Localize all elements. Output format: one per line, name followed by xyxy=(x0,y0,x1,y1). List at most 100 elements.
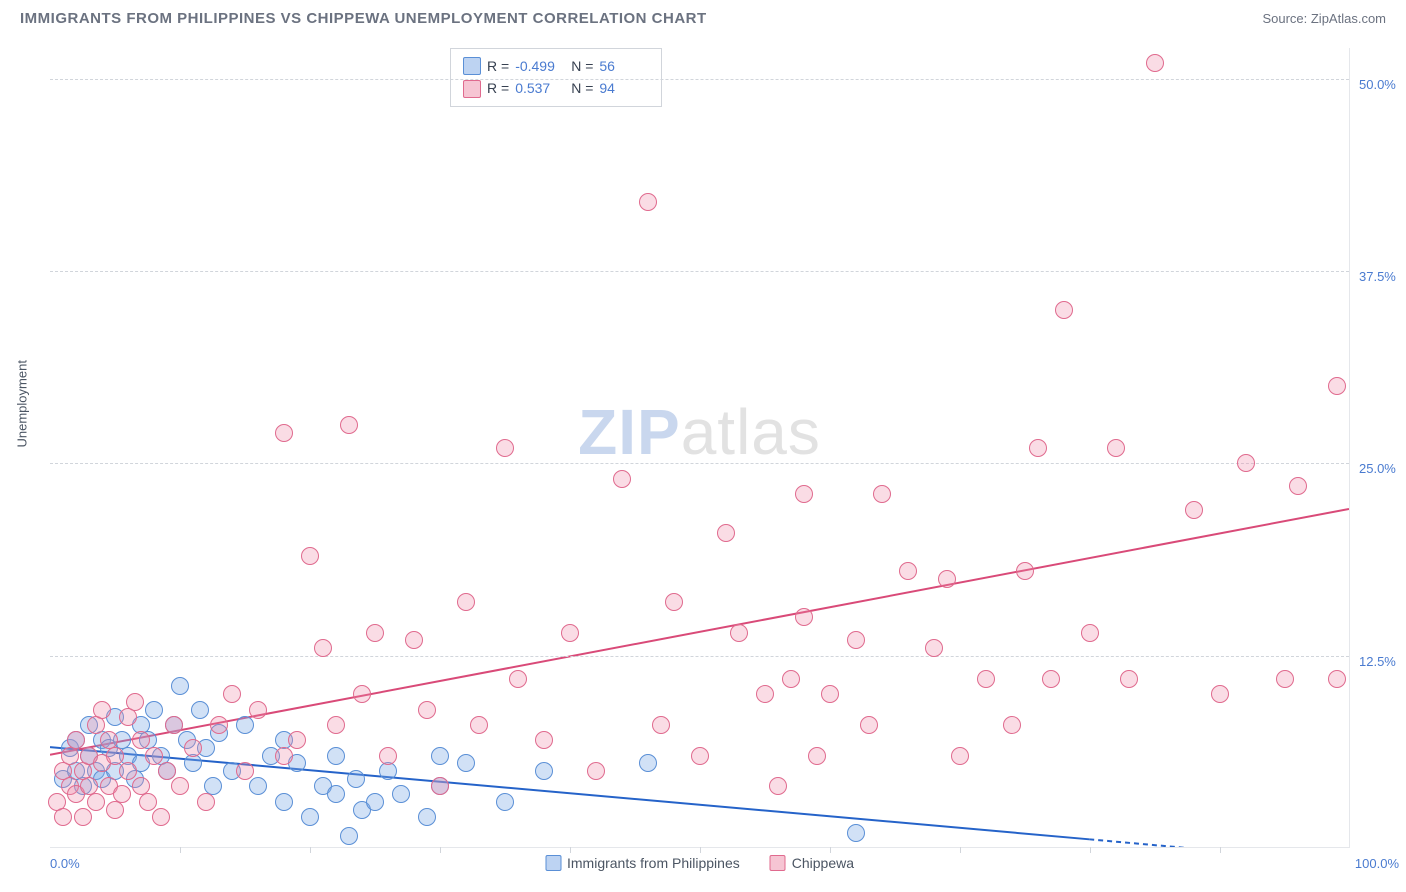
data-point xyxy=(795,608,813,626)
data-point xyxy=(496,793,514,811)
data-point xyxy=(977,670,995,688)
data-point xyxy=(938,570,956,588)
gridline xyxy=(50,271,1349,272)
data-point xyxy=(431,777,449,795)
x-tick-mark xyxy=(570,847,571,853)
gridline xyxy=(50,463,1349,464)
data-point xyxy=(301,808,319,826)
data-point xyxy=(379,762,397,780)
stats-box: R =-0.499N =56R = 0.537N =94 xyxy=(450,48,662,107)
data-point xyxy=(925,639,943,657)
data-point xyxy=(74,808,92,826)
legend-item: Immigrants from Philippines xyxy=(545,855,740,871)
n-label: N = xyxy=(571,77,593,99)
data-point xyxy=(1276,670,1294,688)
data-point xyxy=(847,631,865,649)
watermark-atlas: atlas xyxy=(681,396,821,468)
data-point xyxy=(197,793,215,811)
data-point xyxy=(652,716,670,734)
r-label: R = xyxy=(487,77,509,99)
data-point xyxy=(327,785,345,803)
data-point xyxy=(54,808,72,826)
data-point xyxy=(1003,716,1021,734)
chart-header: IMMIGRANTS FROM PHILIPPINES VS CHIPPEWA … xyxy=(0,0,1406,35)
data-point xyxy=(730,624,748,642)
data-point xyxy=(353,685,371,703)
data-point xyxy=(314,639,332,657)
legend: Immigrants from PhilippinesChippewa xyxy=(545,855,854,871)
data-point xyxy=(126,693,144,711)
data-point xyxy=(132,731,150,749)
x-tick-100: 100.0% xyxy=(1355,856,1399,871)
data-point xyxy=(145,747,163,765)
data-point xyxy=(613,470,631,488)
data-point xyxy=(67,731,85,749)
data-point xyxy=(639,193,657,211)
data-point xyxy=(165,716,183,734)
data-point xyxy=(93,701,111,719)
stats-row: R = 0.537N =94 xyxy=(463,77,649,99)
watermark: ZIPatlas xyxy=(578,395,821,469)
data-point xyxy=(535,731,553,749)
data-point xyxy=(275,424,293,442)
data-point xyxy=(152,808,170,826)
data-point xyxy=(249,701,267,719)
data-point xyxy=(275,793,293,811)
x-tick-0: 0.0% xyxy=(50,856,80,871)
data-point xyxy=(223,685,241,703)
data-point xyxy=(275,747,293,765)
x-tick-mark xyxy=(310,847,311,853)
data-point xyxy=(119,762,137,780)
data-point xyxy=(782,670,800,688)
data-point xyxy=(158,762,176,780)
data-point xyxy=(561,624,579,642)
data-point xyxy=(340,416,358,434)
data-point xyxy=(87,793,105,811)
data-point xyxy=(191,701,209,719)
x-tick-mark xyxy=(1220,847,1221,853)
data-point xyxy=(418,808,436,826)
data-point xyxy=(457,754,475,772)
chart-title: IMMIGRANTS FROM PHILIPPINES VS CHIPPEWA … xyxy=(20,10,707,27)
n-label: N = xyxy=(571,55,593,77)
data-point xyxy=(288,731,306,749)
r-value: -0.499 xyxy=(515,55,565,77)
data-point xyxy=(347,770,365,788)
legend-swatch xyxy=(463,57,481,75)
data-point xyxy=(379,747,397,765)
data-point xyxy=(808,747,826,765)
data-point xyxy=(327,747,345,765)
data-point xyxy=(899,562,917,580)
data-point xyxy=(873,485,891,503)
data-point xyxy=(171,677,189,695)
data-point xyxy=(106,747,124,765)
data-point xyxy=(1029,439,1047,457)
data-point xyxy=(717,524,735,542)
stats-row: R =-0.499N =56 xyxy=(463,55,649,77)
data-point xyxy=(236,716,254,734)
data-point xyxy=(1289,477,1307,495)
legend-swatch xyxy=(463,80,481,98)
data-point xyxy=(1055,301,1073,319)
data-point xyxy=(106,801,124,819)
data-point xyxy=(756,685,774,703)
x-tick-mark xyxy=(440,847,441,853)
x-tick-mark xyxy=(700,847,701,853)
gridline xyxy=(50,79,1349,80)
scatter-chart: ZIPatlas R =-0.499N =56R = 0.537N =94 0.… xyxy=(50,48,1350,848)
data-point xyxy=(1185,501,1203,519)
data-point xyxy=(1042,670,1060,688)
y-tick-label: 37.5% xyxy=(1359,269,1406,284)
data-point xyxy=(1016,562,1034,580)
data-point xyxy=(1107,439,1125,457)
legend-swatch xyxy=(545,855,561,871)
data-point xyxy=(496,439,514,457)
data-point xyxy=(236,762,254,780)
data-point xyxy=(1328,670,1346,688)
data-point xyxy=(860,716,878,734)
data-point xyxy=(327,716,345,734)
data-point xyxy=(535,762,553,780)
data-point xyxy=(366,624,384,642)
data-point xyxy=(639,754,657,772)
data-point xyxy=(184,739,202,757)
